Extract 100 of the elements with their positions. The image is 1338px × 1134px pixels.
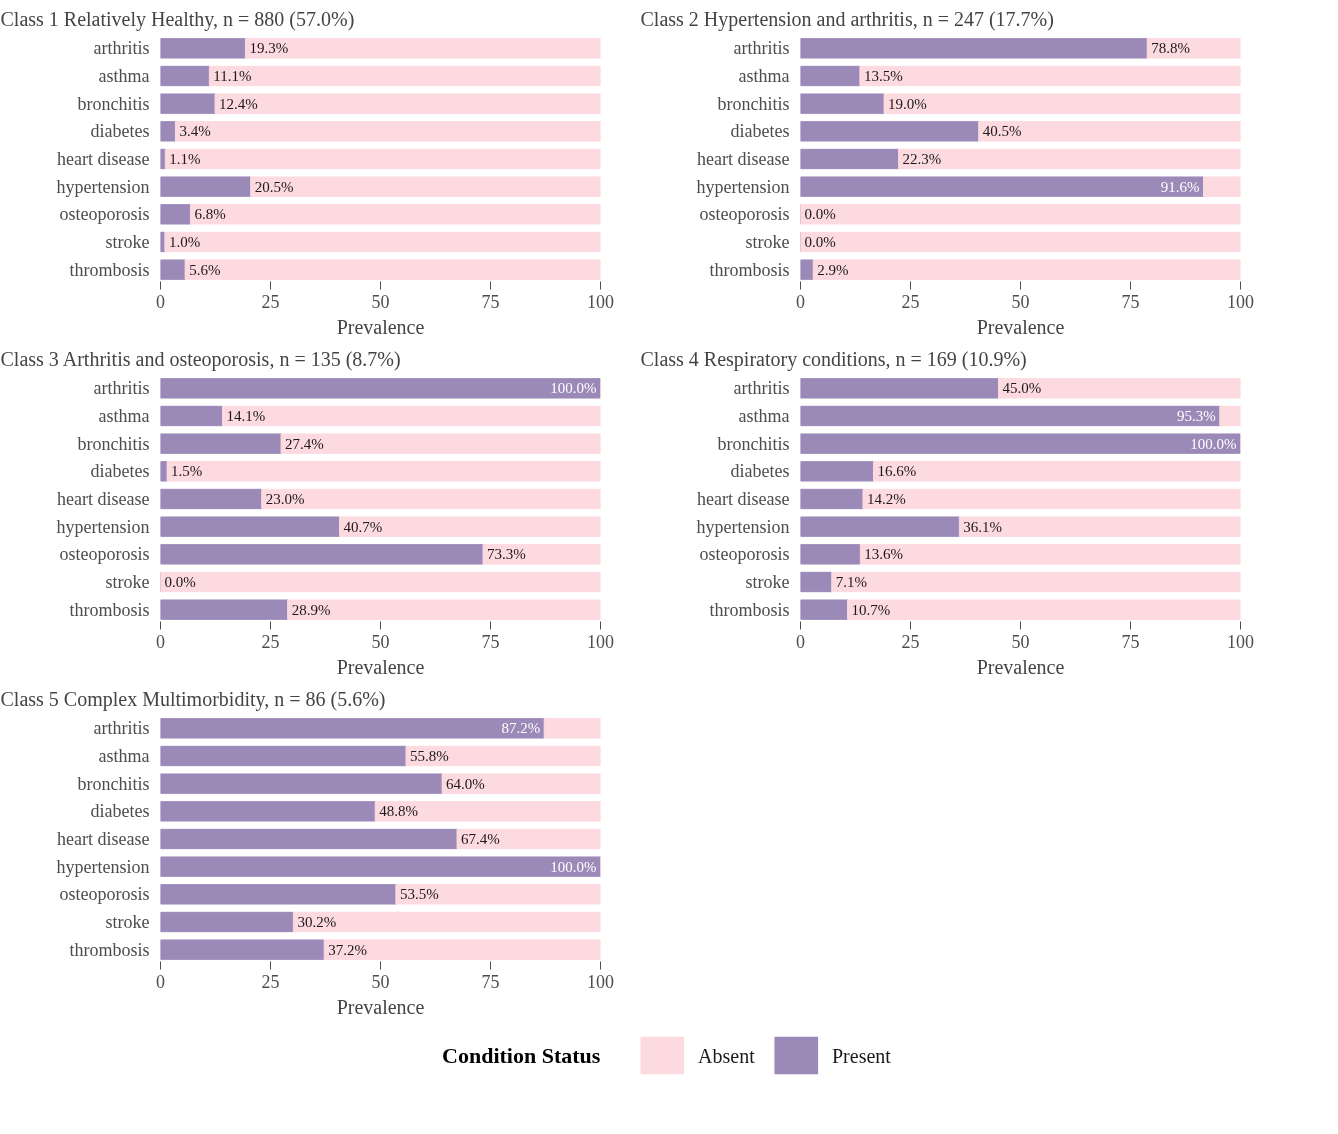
data-label: 100.0% — [1190, 435, 1237, 452]
y-tick-label: stroke — [105, 232, 150, 252]
x-tick-label: 75 — [481, 291, 500, 312]
x-tick-label: 0 — [156, 291, 165, 312]
y-tick-label: osteoporosis — [59, 884, 150, 905]
data-label: 1.1% — [169, 151, 201, 167]
data-label: 6.8% — [194, 206, 226, 223]
y-tick-label: hypertension — [56, 856, 150, 877]
y-tick-label: hypertension — [56, 516, 150, 537]
data-label: 12.4% — [219, 95, 258, 112]
y-tick-label: osteoporosis — [699, 544, 790, 565]
data-label: 19.0% — [888, 95, 927, 112]
x-tick-label: 50 — [1011, 631, 1030, 652]
y-tick-label: asthma — [98, 746, 150, 766]
x-axis-title: Prevalence — [976, 315, 1065, 338]
data-label: 13.5% — [863, 68, 903, 84]
y-tick-label: thrombosis — [69, 599, 150, 620]
legend-label: Present — [831, 1044, 892, 1067]
y-tick-label: asthma — [98, 406, 150, 426]
data-label: 22.3% — [902, 151, 942, 167]
data-label: 20.5% — [254, 178, 294, 195]
y-tick-label: stroke — [745, 232, 790, 252]
chart-title: Class 3 Arthritis and osteoporosis, n = 135 (8.7%) — [0, 347, 401, 371]
data-label: 1.0% — [168, 234, 201, 250]
y-tick-label: stroke — [105, 572, 150, 592]
data-label: 0.0% — [804, 234, 836, 250]
y-tick-label: osteoporosis — [699, 204, 790, 225]
x-tick-label: 50 — [371, 291, 390, 312]
x-tick-label: 75 — [1121, 291, 1140, 312]
x-tick-label: 0 — [156, 971, 165, 992]
y-tick-label: hypertension — [56, 176, 150, 197]
legend-title: Condition Status — [442, 1043, 601, 1068]
x-tick-label: 100 — [587, 291, 614, 312]
x-tick-label: 25 — [901, 631, 920, 652]
y-tick-label: arthritis — [93, 38, 150, 59]
data-label: 67.4% — [461, 831, 500, 847]
y-tick-label: diabetes — [730, 121, 790, 142]
y-tick-label: osteoporosis — [59, 544, 150, 565]
chart-title: Class 1 Relatively Healthy, n = 880 (57.0%) — [0, 7, 355, 31]
x-tick-label: 100 — [587, 971, 614, 992]
y-tick-label: hypertension — [696, 176, 790, 197]
y-tick-label: heart disease — [697, 149, 790, 169]
data-label: 64.0% — [446, 775, 485, 792]
data-label: 2.9% — [817, 261, 849, 278]
y-tick-label: heart disease — [57, 149, 150, 169]
data-label: 14.1% — [226, 408, 266, 424]
y-tick-label: asthma — [738, 66, 790, 86]
data-label: 48.8% — [379, 803, 418, 820]
x-tick-label: 0 — [156, 631, 165, 652]
y-tick-label: bronchitis — [77, 433, 150, 454]
x-tick-label: 100 — [1227, 291, 1254, 312]
y-tick-label: arthritis — [93, 718, 150, 739]
chart-title: Class 2 Hypertension and arthritis, n = 247 (17.7%) — [640, 7, 1054, 31]
y-tick-label: asthma — [738, 406, 790, 426]
data-label: 73.3% — [487, 546, 526, 563]
y-tick-label: stroke — [105, 912, 150, 932]
data-label: 19.3% — [249, 40, 289, 57]
x-tick-label: 100 — [1227, 631, 1254, 652]
y-tick-label: heart disease — [697, 489, 790, 509]
data-label: 5.6% — [189, 261, 221, 278]
data-label: 1.5% — [171, 463, 203, 480]
data-label: 0.0% — [804, 206, 836, 223]
y-tick-label: heart disease — [57, 489, 150, 509]
y-tick-label: osteoporosis — [59, 204, 150, 225]
data-label: 16.6% — [877, 463, 917, 480]
x-tick-label: 50 — [1011, 291, 1030, 312]
y-tick-label: asthma — [98, 66, 150, 86]
data-label: 40.5% — [982, 123, 1022, 140]
data-label: 95.3% — [1177, 408, 1216, 424]
data-label: 7.1% — [835, 574, 867, 590]
x-tick-label: 50 — [371, 971, 390, 992]
data-label: 23.0% — [265, 491, 305, 507]
y-tick-label: bronchitis — [717, 433, 790, 454]
x-axis-title: Prevalence — [336, 315, 425, 338]
y-tick-label: diabetes — [90, 121, 150, 142]
chart-title: Class 4 Respiratory conditions, n = 169 (10.9%) — [640, 347, 1027, 371]
data-label: 37.2% — [328, 941, 367, 958]
y-tick-label: arthritis — [733, 38, 790, 59]
data-label: 10.7% — [851, 601, 891, 618]
chart-title: Class 5 Complex Multimorbidity, n = 86 (5.6%) — [0, 687, 386, 711]
x-tick-label: 0 — [796, 631, 805, 652]
data-label: 0.0% — [164, 574, 196, 590]
data-label: 100.0% — [550, 380, 597, 397]
x-tick-label: 0 — [796, 291, 805, 312]
x-axis-title: Prevalence — [976, 655, 1065, 678]
y-tick-label: diabetes — [90, 801, 150, 822]
data-label: 14.2% — [866, 491, 906, 507]
data-label: 27.4% — [285, 435, 324, 452]
y-tick-label: bronchitis — [717, 93, 790, 114]
x-tick-label: 25 — [261, 971, 280, 992]
y-tick-label: diabetes — [730, 461, 790, 482]
data-label: 53.5% — [399, 886, 439, 903]
y-tick-label: arthritis — [93, 378, 150, 399]
data-label: 3.4% — [179, 123, 211, 140]
y-tick-label: thrombosis — [709, 599, 790, 620]
data-label: 45.0% — [1002, 380, 1042, 397]
data-label: 91.6% — [1160, 178, 1200, 195]
data-label: 40.7% — [343, 518, 383, 535]
y-tick-label: thrombosis — [69, 939, 150, 960]
y-tick-label: bronchitis — [77, 773, 150, 794]
